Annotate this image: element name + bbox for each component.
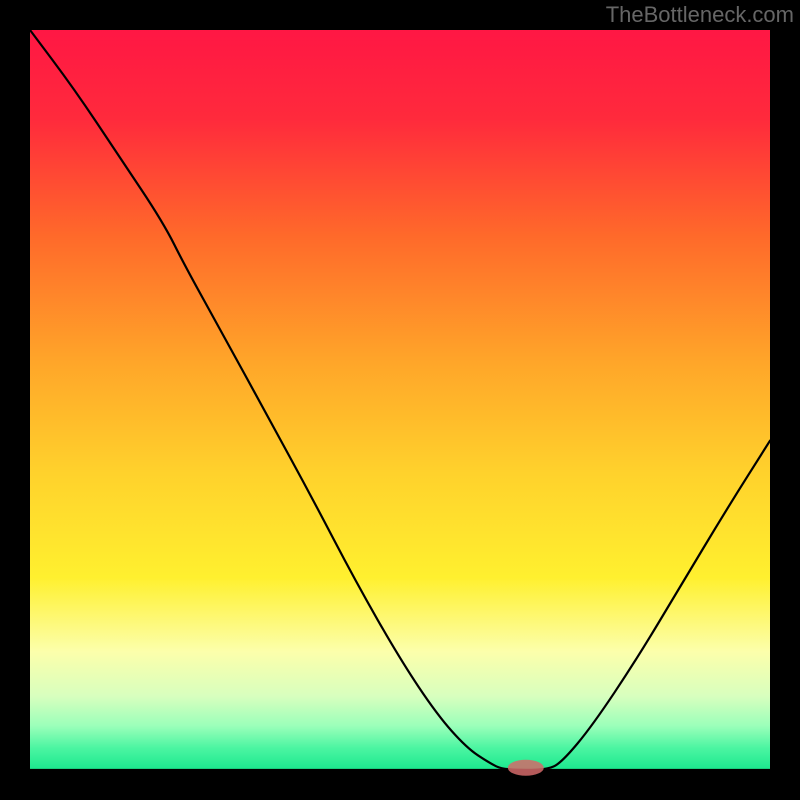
chart-container: TheBottleneck.com: [0, 0, 800, 800]
chart-svg: [0, 0, 800, 800]
optimal-marker: [508, 760, 544, 776]
watermark-text: TheBottleneck.com: [606, 2, 794, 28]
